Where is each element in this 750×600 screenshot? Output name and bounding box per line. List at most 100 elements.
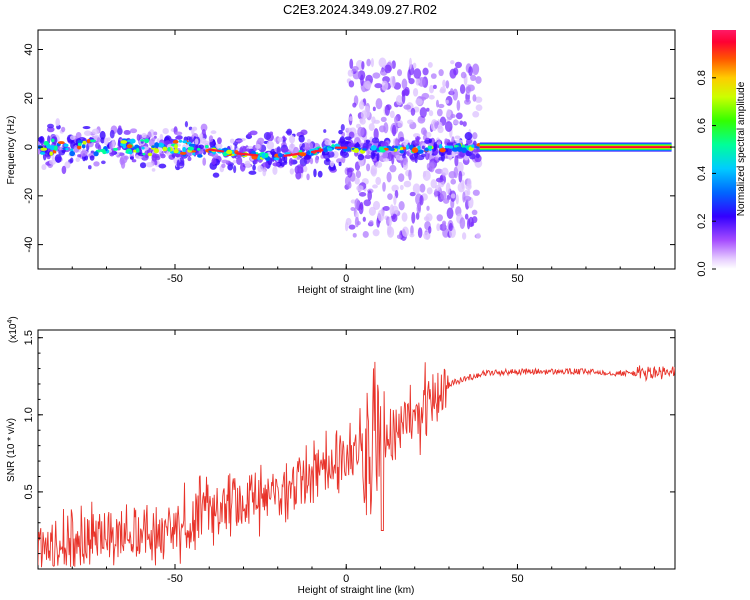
ridge-haze [202, 157, 207, 166]
colorbar-tick-label: 0.6 [696, 118, 708, 133]
ridge-haze [306, 173, 310, 181]
noise-blob [426, 187, 433, 195]
ridge-haze [329, 160, 335, 168]
noise-blob [362, 230, 369, 238]
ridge-haze [317, 170, 323, 178]
noise-blob [401, 212, 408, 222]
noise-blob [372, 72, 381, 79]
ridge-peak [283, 152, 300, 157]
colorbar-tick-label: 0.2 [696, 214, 708, 229]
ridge-haze [47, 123, 54, 129]
noise-blob [358, 203, 364, 215]
ridge-haze [232, 159, 237, 164]
ridge-haze [376, 152, 380, 162]
noise-blob [412, 133, 421, 138]
noise-blob [408, 169, 412, 181]
ridge-haze [303, 165, 308, 173]
noise-blob [368, 206, 376, 216]
ridge-haze [281, 147, 289, 153]
ridge-haze [245, 148, 251, 152]
noise-blob [371, 116, 376, 125]
ridge-haze [221, 159, 229, 164]
ridge-dot [174, 144, 178, 150]
snr-content [38, 361, 675, 568]
noise-blob [403, 180, 412, 188]
noise-blob [391, 184, 399, 192]
ridge-haze [446, 142, 454, 146]
colorbar: 0.0 0.2 0.4 0.6 0.8 Normalized spectral ampl… [696, 30, 747, 277]
ridge-haze [151, 168, 156, 172]
ridge-dot [370, 145, 377, 151]
ridge-haze [109, 129, 115, 139]
ridge-dot [424, 147, 429, 152]
noise-blob [410, 107, 416, 116]
ridge-haze [298, 134, 305, 143]
ridge-dot [128, 151, 133, 155]
noise-blob [344, 221, 349, 232]
noise-blob [368, 220, 374, 225]
noise-blob [404, 86, 410, 97]
ridge-haze [247, 132, 252, 138]
ridge-haze [184, 121, 189, 128]
ridge-haze [335, 158, 343, 164]
ridge-haze [296, 156, 301, 160]
ridge-haze [229, 138, 235, 144]
noise-blob [407, 69, 411, 81]
y-tick-label: -20 [23, 188, 35, 204]
snr-ylabel: SNR (10 * v/v) [6, 418, 17, 482]
ridge-dot [192, 152, 196, 156]
ridge-dot [471, 144, 475, 148]
noise-blob [470, 74, 477, 82]
ridge-haze [75, 132, 82, 139]
ridge-haze [325, 158, 330, 162]
ridge-dot [93, 151, 99, 157]
noise-blob [391, 153, 395, 165]
snr-panel: -50 0 50 0.5 1.0 1.5 Height of straight line … [6, 316, 676, 596]
ridge-haze [194, 138, 199, 145]
noise-blob [389, 164, 397, 173]
ridge-dot [439, 144, 443, 149]
ridge-dot [306, 150, 311, 156]
ridge-haze [209, 141, 215, 146]
snr-xlabel: Height of straight line (km) [298, 585, 415, 596]
noise-blob [461, 179, 465, 190]
ridge-haze [95, 142, 100, 149]
ridge-haze [293, 146, 299, 155]
ridge-dot [179, 151, 187, 155]
noise-blob [422, 67, 429, 76]
ridge-haze [262, 169, 267, 177]
ridge-haze [244, 160, 251, 168]
ridge-haze [242, 145, 247, 153]
ridge-dot [204, 145, 209, 149]
noise-blob [368, 123, 375, 131]
ridge-dot [456, 146, 463, 152]
ridge-haze [118, 125, 122, 131]
noise-blob [387, 223, 392, 236]
noise-blob [446, 108, 452, 118]
ridge-haze [75, 157, 80, 163]
ridge-haze [276, 146, 281, 155]
ridge-dot [40, 147, 48, 151]
noise-blob [467, 178, 472, 189]
noise-blob [356, 185, 364, 192]
ridge-haze [257, 165, 264, 173]
tone-band [479, 146, 672, 148]
noise-blob [453, 166, 459, 179]
noise-blob [375, 176, 382, 186]
noise-blob [439, 175, 443, 181]
noise-blob [472, 132, 478, 140]
ridge-dot [100, 148, 106, 153]
noise-blob [470, 221, 475, 227]
ridge-dot [409, 144, 414, 150]
ridge-haze [370, 150, 376, 160]
ridge-dot [182, 146, 187, 153]
noise-blob [415, 212, 420, 220]
spectrogram-panel: -50 0 50 -40 -20 0 20 40 Height of straight lin… [6, 29, 676, 296]
noise-blob [427, 62, 433, 68]
ridge-haze [434, 157, 439, 161]
ridge-haze [41, 164, 47, 171]
noise-blob [434, 121, 439, 129]
ridge-haze [472, 148, 480, 153]
ridge-dot [127, 139, 132, 143]
noise-blob [438, 69, 444, 77]
